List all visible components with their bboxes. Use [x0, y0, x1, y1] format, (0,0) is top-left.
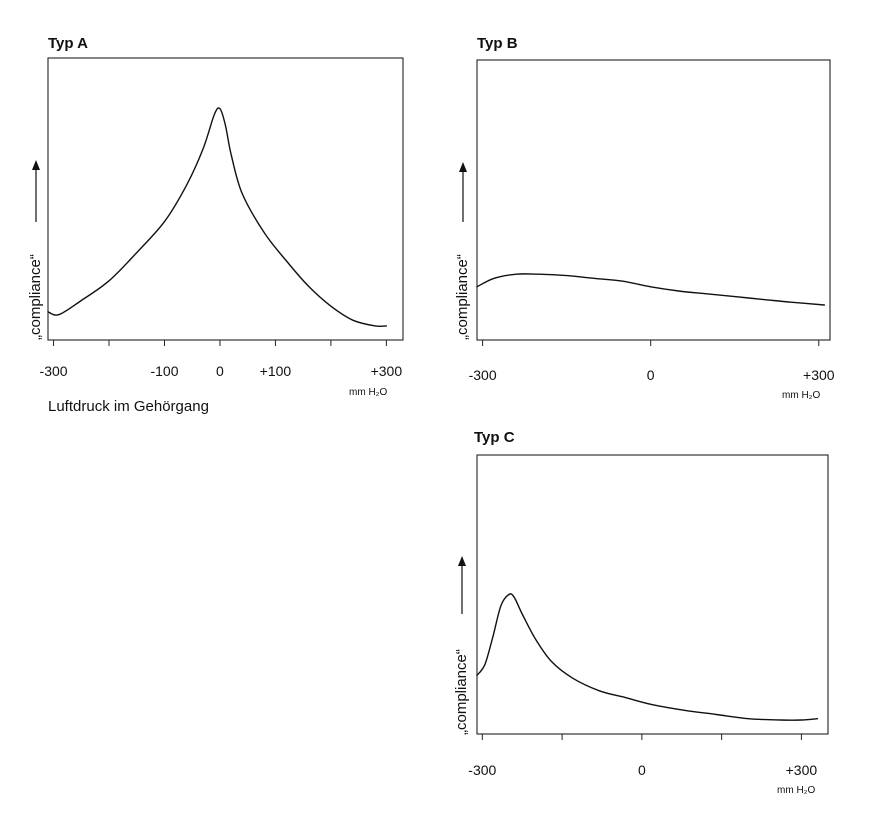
- x-tick-label: -300: [469, 367, 497, 383]
- x-tick-label: 0: [647, 367, 655, 383]
- x-tick-label: +300: [786, 762, 818, 778]
- y-axis-arrow: [458, 556, 466, 614]
- x-tick-label: 0: [216, 363, 224, 379]
- x-tick-labels: -300 0 +300: [469, 367, 835, 383]
- y-axis-label: „compliance“: [454, 254, 471, 340]
- x-tick-label: -300: [40, 363, 68, 379]
- y-axis-label: „compliance“: [27, 254, 44, 340]
- panel-title: Typ B: [477, 35, 518, 52]
- panel-typ-a: Typ A -300 -100 0 +100 +300 mm H₂O Luftdruck…: [27, 35, 404, 415]
- x-tick-label: -100: [150, 363, 178, 379]
- x-ticks: [481, 734, 802, 740]
- x-tick-label: +100: [260, 363, 292, 379]
- compliance-curve: [476, 273, 826, 306]
- panel-typ-c: Typ C -300 0 +300 mm H₂O „compliance“: [453, 429, 829, 796]
- plot-frame: [476, 59, 831, 341]
- y-axis-arrow: [32, 160, 40, 222]
- panel-typ-b: Typ B -300 0 +300 mm H₂O „compliance“: [454, 35, 835, 401]
- x-tick-label: +300: [371, 363, 403, 379]
- x-ticks: [53, 340, 387, 346]
- x-unit-label: mm H₂O: [782, 390, 821, 401]
- compliance-curve: [476, 593, 819, 721]
- x-tick-labels: -300 0 +300: [468, 762, 817, 778]
- x-tick-label: 0: [638, 762, 646, 778]
- plot-frame: [47, 57, 404, 341]
- x-axis-label: Luftdruck im Gehörgang: [48, 398, 209, 415]
- compliance-curve: [47, 107, 388, 327]
- x-ticks: [482, 340, 820, 346]
- x-unit-label: mm H₂O: [777, 785, 816, 796]
- y-axis-label: „compliance“: [453, 649, 470, 735]
- panel-title: Typ C: [474, 429, 515, 446]
- plot-frame: [476, 454, 829, 735]
- x-tick-label: -300: [468, 762, 496, 778]
- x-tick-labels: -300 -100 0 +100 +300: [40, 363, 403, 379]
- x-tick-label: +300: [803, 367, 835, 383]
- panel-title: Typ A: [48, 35, 88, 52]
- y-axis-arrow: [459, 162, 467, 222]
- x-unit-label: mm H₂O: [349, 387, 388, 398]
